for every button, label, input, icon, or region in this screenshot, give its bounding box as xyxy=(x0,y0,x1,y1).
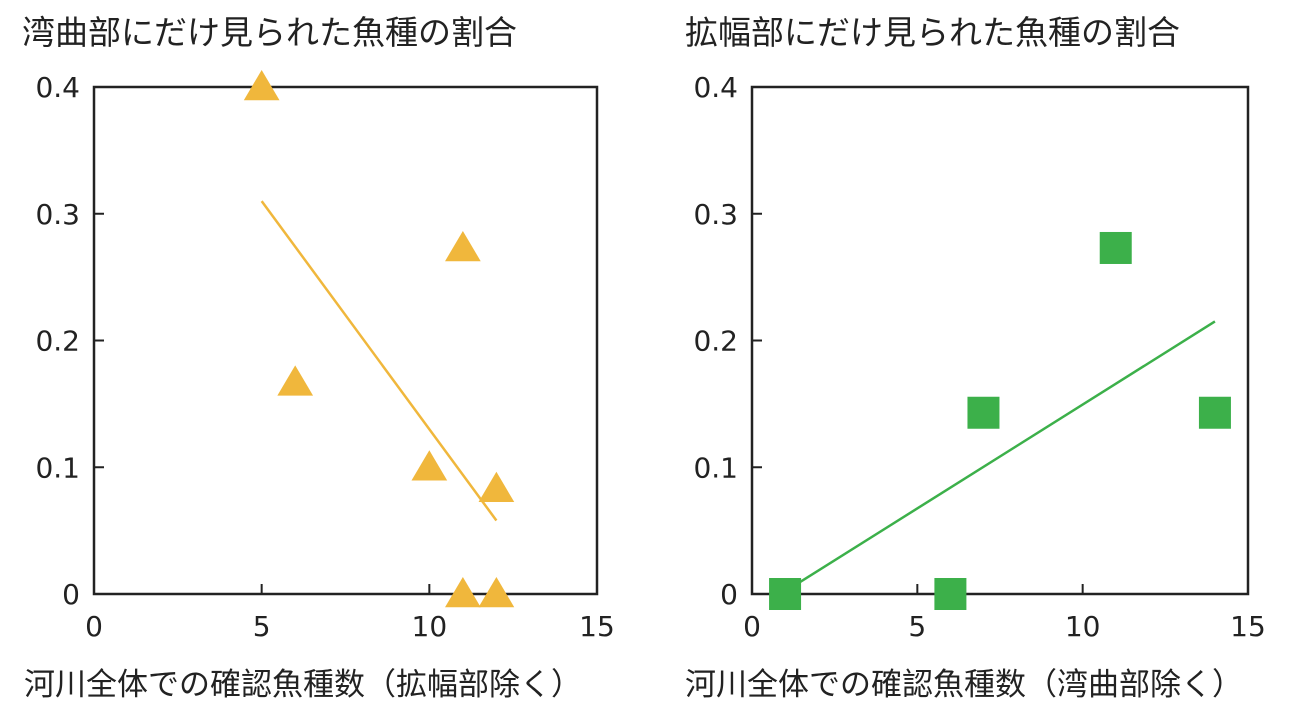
square-marker xyxy=(769,578,802,610)
chart-left-plot xyxy=(243,70,515,608)
y-tick-label: 0.4 xyxy=(35,71,80,104)
triangle-marker xyxy=(445,230,481,262)
triangle-marker xyxy=(277,365,314,396)
triangle-marker xyxy=(411,450,448,481)
y-tick-label: 0.2 xyxy=(693,325,738,358)
y-tick-label: 0.1 xyxy=(693,451,738,484)
y-tick-label: 0.3 xyxy=(693,198,738,231)
triangle-marker xyxy=(243,70,280,101)
triangle-marker xyxy=(445,577,481,608)
x-tick-label: 15 xyxy=(1230,610,1266,643)
chart-right-title: 拡幅部にだけ見られた魚種の割合 xyxy=(685,13,1180,52)
trend-line xyxy=(260,200,498,522)
x-tick-label: 10 xyxy=(1065,610,1101,643)
x-tick-label: 15 xyxy=(579,610,615,643)
chart-right-plot xyxy=(769,231,1231,610)
chart-left-title: 湾曲部にだけ見られた魚種の割合 xyxy=(22,13,517,52)
x-tick-label: 0 xyxy=(85,610,103,643)
square-marker xyxy=(934,578,967,610)
x-tick-label: 5 xyxy=(908,610,926,643)
y-tick-label: 0 xyxy=(62,578,80,611)
chart-left-xlabel: 河川全体での確認魚種数（拡幅部除く） xyxy=(24,667,582,703)
y-tick-label: 0.1 xyxy=(35,451,80,484)
plot-frame xyxy=(750,85,1250,596)
x-tick-label: 5 xyxy=(253,610,271,643)
triangle-marker xyxy=(478,471,515,503)
triangle-marker xyxy=(478,577,515,608)
y-tick-label: 0.3 xyxy=(35,198,80,231)
square-marker xyxy=(967,396,1000,429)
x-tick-label: 10 xyxy=(412,610,448,643)
square-marker xyxy=(1099,231,1132,264)
chart-left: 湾曲部にだけ見られた魚種の割合 河川全体での確認魚種数（拡幅部除く） 0 5 10 1… xyxy=(22,13,615,703)
trend-line xyxy=(784,320,1216,593)
y-tick-label: 0.2 xyxy=(35,325,80,358)
chart-right-xlabel: 河川全体での確認魚種数（湾曲部除く） xyxy=(685,667,1243,703)
chart-left-axes: 0 5 10 15 0 0.1 0.2 0.3 0.4 xyxy=(35,71,614,643)
x-tick-label: 0 xyxy=(743,610,761,643)
chart-right-axes: 0 5 10 15 0 0.1 0.2 0.3 0.4 xyxy=(693,71,1265,643)
plot-frame xyxy=(92,85,599,596)
square-marker xyxy=(1198,396,1231,429)
y-tick-label: 0.4 xyxy=(693,71,738,104)
y-tick-label: 0 xyxy=(720,578,738,611)
chart-right: 拡幅部にだけ見られた魚種の割合 河川全体での確認魚種数（湾曲部除く） 0 5 10 1… xyxy=(685,13,1266,703)
